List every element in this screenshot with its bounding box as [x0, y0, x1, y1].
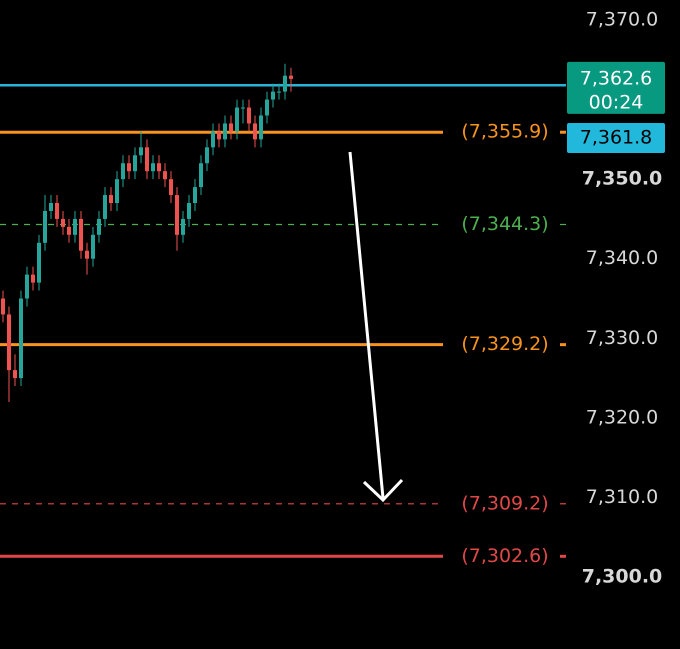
y-tick-label: 7,340.0: [586, 247, 659, 269]
candle-body: [115, 179, 119, 204]
y-tick-label: 7,320.0: [586, 406, 659, 428]
candle-body: [145, 147, 149, 172]
candle-body: [151, 163, 155, 172]
candle-body: [223, 123, 227, 140]
candle-body: [241, 107, 245, 109]
candle-body: [289, 75, 293, 79]
candle-body: [7, 314, 11, 371]
level-label: (7,329.2): [461, 333, 548, 355]
candle-body: [175, 195, 179, 235]
countdown-label: 00:24: [589, 91, 644, 113]
candle-body: [199, 163, 203, 188]
candle-body: [103, 195, 107, 219]
candle-body: [79, 218, 83, 251]
candle-body: [85, 250, 89, 259]
candle-body: [73, 218, 77, 235]
candle-body: [163, 171, 167, 180]
candle-body: [235, 107, 239, 132]
candle-body: [271, 91, 275, 100]
candle-body: [25, 274, 29, 299]
candle-body: [37, 242, 41, 283]
candle-body: [187, 203, 191, 219]
candle-body: [169, 179, 173, 196]
candle-body: [19, 298, 23, 379]
candle-body: [253, 123, 257, 140]
last-price-label: 7,362.6: [580, 67, 653, 89]
candle-body: [121, 163, 125, 180]
candle-body: [277, 91, 281, 93]
bid-label: 7,361.8: [580, 127, 653, 149]
candle-body: [13, 370, 17, 379]
candle-body: [97, 218, 101, 235]
candle-body: [205, 147, 209, 164]
candle-body: [229, 123, 233, 132]
level-label: (7,344.3): [461, 213, 548, 235]
candle-body: [109, 195, 113, 204]
candle-body: [43, 210, 47, 243]
candle-body: [133, 155, 137, 172]
candle-body: [193, 187, 197, 204]
last-price-tag: [567, 61, 665, 114]
candle-body: [157, 163, 161, 172]
candle-body: [139, 147, 143, 156]
y-tick-label: 7,310.0: [586, 486, 659, 508]
candle-body: [181, 218, 185, 235]
candle-body: [49, 203, 53, 211]
level-label: (7,355.9): [461, 121, 548, 143]
candle-body: [67, 226, 71, 235]
candle-body: [91, 234, 95, 259]
arrow-head: [362, 478, 404, 503]
candle-body: [1, 298, 5, 315]
candle-body: [61, 218, 65, 227]
candle-body: [283, 75, 287, 92]
y-tick-label: 7,330.0: [586, 327, 659, 349]
candle-body: [217, 131, 221, 140]
candle-body: [55, 203, 59, 219]
candle-body: [31, 274, 35, 283]
candle-body: [259, 115, 263, 140]
bid-tag: [567, 123, 665, 153]
candle-body: [211, 131, 215, 148]
level-label: (7,309.2): [461, 492, 548, 514]
y-tick-label: 7,370.0: [586, 9, 659, 31]
y-tick-label: 7,300.0: [582, 566, 663, 588]
candle-body: [127, 163, 131, 172]
candle-body: [247, 107, 251, 124]
level-label: (7,302.6): [461, 545, 548, 567]
y-tick-label: 7,350.0: [582, 168, 663, 190]
arrow: [348, 151, 385, 499]
candle-body: [265, 99, 269, 116]
